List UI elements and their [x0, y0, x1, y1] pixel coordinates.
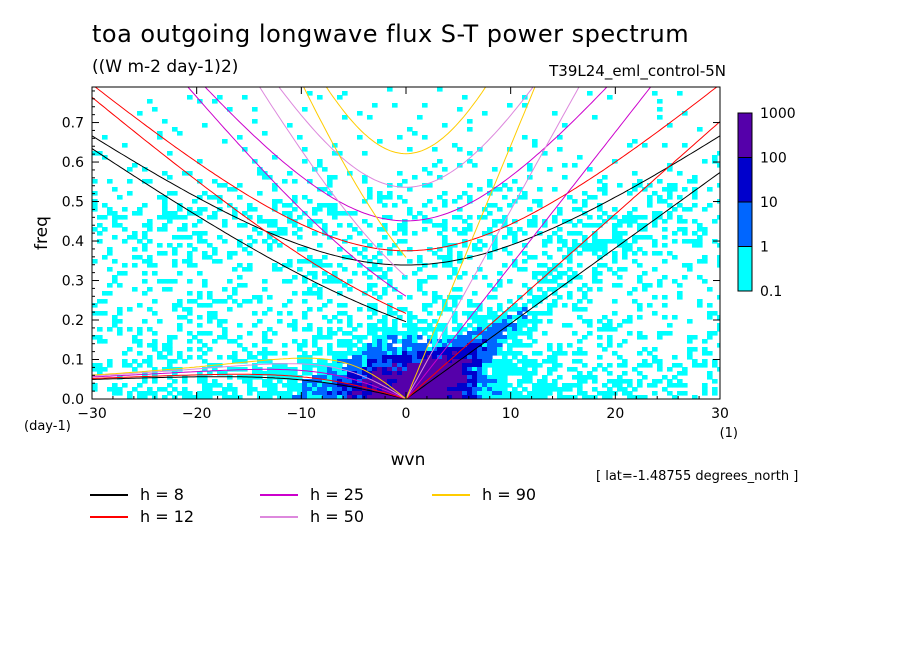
legend-swatch: [260, 515, 298, 518]
colorbar-label: 100: [760, 151, 787, 167]
chart-subtitle: ((W m-2 day-1)2): [92, 57, 239, 77]
legend-swatch: [90, 515, 128, 518]
curve-h90: [92, 87, 536, 399]
curve-h50: [92, 87, 580, 399]
mixed-rossby-gravity-wave-line: [92, 148, 407, 323]
inertia-gravity-wave-line: [94, 87, 718, 252]
rossby-wave-line: [92, 368, 407, 399]
y-tick-label: 0.3: [62, 274, 84, 290]
legend-label: h = 25: [310, 485, 365, 504]
colorbar-segment: [737, 246, 753, 292]
legend-label: h = 90: [482, 485, 537, 504]
legend-label: h = 8: [140, 485, 184, 504]
legend-item-h25: h = 25: [260, 485, 364, 504]
colorbar-segment: [737, 201, 753, 247]
legend-item-h12: h = 12: [90, 507, 194, 526]
legend-label: h = 12: [140, 507, 195, 526]
curve-h8: [92, 135, 720, 399]
y-tick-label: 0.1: [62, 353, 84, 369]
colorbar: 0.1 1 10 100 1000: [737, 106, 796, 300]
kelvin-wave-line: [405, 87, 536, 399]
colorbar-segment: [737, 112, 753, 158]
rossby-wave-line: [92, 363, 407, 399]
curve-h25: [92, 87, 652, 399]
x-tick-label: −30: [77, 406, 107, 422]
curve-h12: [92, 87, 720, 399]
x-unit-label: (1): [720, 426, 738, 441]
legend-swatch: [90, 493, 128, 496]
mixed-rossby-gravity-wave-line: [303, 87, 407, 258]
mixed-rossby-gravity-wave-line: [259, 87, 407, 278]
dispersion-curves: [92, 87, 720, 399]
x-tick-label: 10: [502, 406, 520, 422]
y-tick-label: 0.4: [62, 234, 84, 250]
legend-item-h90: h = 90: [432, 485, 536, 504]
colorbar-label: 10: [760, 195, 778, 211]
inertia-gravity-wave-line: [92, 135, 720, 266]
inertia-gravity-wave-line: [325, 87, 487, 155]
kelvin-wave-line: [405, 87, 652, 399]
inertia-gravity-wave-line: [204, 87, 608, 222]
y-unit-label: (day-1): [24, 419, 71, 434]
x-axis-label: wvn: [391, 450, 426, 470]
colorbar-label: 0.1: [760, 284, 782, 300]
y-tick-label: 0.2: [62, 313, 84, 329]
mixed-rossby-gravity-wave-line: [92, 96, 407, 314]
colorbar-label: 1000: [760, 106, 796, 122]
rossby-wave-line: [92, 373, 407, 399]
rossby-wave-line: [92, 376, 407, 399]
legend-swatch: [432, 493, 470, 496]
legend: h = 8 h = 12 h = 25 h = 50 h = 90: [90, 485, 560, 529]
kelvin-wave-line: [405, 87, 580, 399]
axes: −30 −20 −10 0 10 20 30 0.0 0.1 0.2 0.3 0.4 0.5 0.6 0.7…: [24, 87, 738, 470]
y-tick-label: 0.5: [62, 195, 84, 211]
y-tick-label: 0.7: [62, 116, 84, 132]
power-heatmap: [92, 87, 720, 399]
x-tick-label: 30: [711, 406, 729, 422]
x-tick-label: 0: [402, 406, 411, 422]
chart-title: toa outgoing longwave flux S-T power spe…: [92, 20, 690, 48]
y-tick-label: 0.0: [62, 392, 84, 408]
latitude-annotation: [ lat=-1.48755 degrees_north ]: [596, 469, 799, 484]
rossby-wave-line: [92, 357, 407, 399]
legend-item-h50: h = 50: [260, 507, 364, 526]
mixed-rossby-gravity-wave-line: [187, 87, 407, 297]
y-axis-label: freq: [32, 216, 52, 250]
inertia-gravity-wave-line: [278, 87, 534, 188]
x-tick-label: −20: [182, 406, 212, 422]
kelvin-wave-line: [405, 172, 720, 399]
x-tick-label: 20: [606, 406, 624, 422]
kelvin-wave-line: [405, 121, 720, 399]
x-tick-label: −10: [287, 406, 317, 422]
legend-item-h8: h = 8: [90, 485, 184, 504]
legend-label: h = 50: [310, 507, 365, 526]
legend-swatch: [260, 493, 298, 496]
y-tick-label: 0.6: [62, 155, 84, 171]
dataset-label: T39L24_eml_control-5N: [549, 62, 726, 80]
colorbar-segment: [737, 157, 753, 203]
colorbar-label: 1: [760, 240, 769, 256]
